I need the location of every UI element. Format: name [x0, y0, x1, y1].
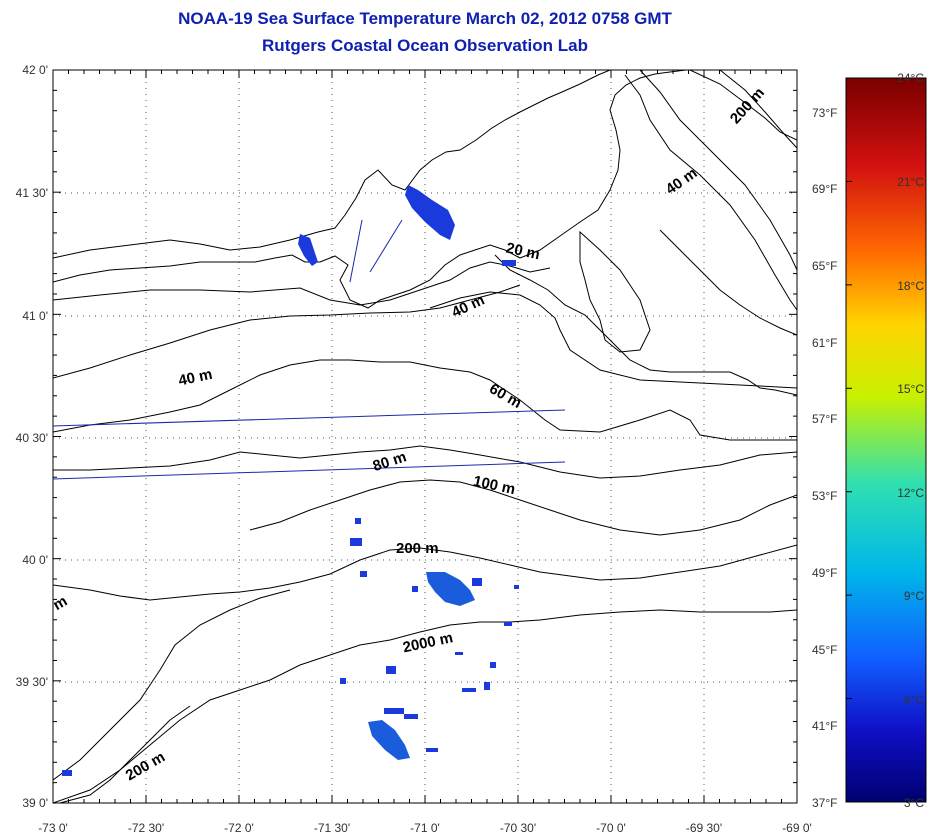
contour-deep: [59, 705, 191, 803]
lon-label: -69 0': [782, 821, 812, 835]
sst-patch-offshore-b: [368, 720, 410, 760]
fahrenheit-labels: 73°F 69°F 65°F 61°F 57°F 53°F 49°F 45°F …: [812, 106, 837, 810]
c-label: 18°C: [897, 279, 924, 293]
coastline-long-island: [53, 244, 521, 309]
lat-label: 40 0': [22, 553, 48, 567]
f-label: 45°F: [812, 643, 837, 657]
frame-ticks: [52, 69, 798, 804]
lon-labels: -73 0' -72 30' -72 0' -71 30' -71 0' -70…: [38, 821, 812, 835]
graticule: [53, 70, 797, 803]
lat-label: 42 0': [22, 63, 48, 77]
f-label: 73°F: [812, 106, 837, 120]
f-label: 53°F: [812, 489, 837, 503]
c-label: 9°C: [904, 589, 924, 603]
f-label: 49°F: [812, 566, 837, 580]
lat-label: 39 30': [16, 675, 48, 689]
contour-100m: [249, 479, 797, 536]
coastline-north: [53, 70, 611, 259]
contour-80m: [53, 445, 797, 479]
colorbar-ticks: [846, 77, 852, 803]
island-block: [579, 230, 651, 353]
map-title: NOAA-19 Sea Surface Temperature March 02…: [178, 9, 672, 28]
c-label: 3°C: [904, 796, 924, 810]
lon-label: -73 0': [38, 821, 68, 835]
contour-label-20m: 20 m: [504, 240, 541, 264]
f-label: 61°F: [812, 336, 837, 350]
coastline-cape-outer: [689, 70, 797, 141]
c-label: 15°C: [897, 382, 924, 396]
contour-label-200m: 200 m: [396, 540, 439, 557]
f-label: 69°F: [812, 182, 837, 196]
track-line-3: [349, 219, 363, 283]
sst-patch-offshore-a: [426, 572, 475, 606]
sst-patch-ct: [298, 234, 318, 266]
track-line-2: [53, 461, 566, 480]
track-line-1: [53, 409, 566, 427]
lat-labels: 42 0' 41 30' 41 0' 40 30' 40 0' 39 30' 3…: [16, 63, 48, 810]
map-subtitle: Rutgers Coastal Ocean Observation Lab: [262, 36, 588, 55]
lon-label: -69 30': [686, 821, 722, 835]
contour-2000m: [53, 609, 797, 803]
lat-label: 40 30': [16, 431, 48, 445]
lon-label: -71 0': [410, 821, 440, 835]
contour-label-40m-b: 40 m: [177, 366, 214, 390]
c-label: 24°C: [897, 71, 924, 85]
c-label: 21°C: [897, 175, 924, 189]
contour-200m-ne: [719, 70, 797, 149]
sst-pixels: [62, 185, 519, 776]
sst-patch-narragansett: [405, 185, 455, 240]
f-label: 41°F: [812, 719, 837, 733]
track-line-4: [369, 219, 403, 273]
c-label: 6°C: [904, 693, 924, 707]
contour-40m-ne2: [639, 70, 797, 271]
f-label: 65°F: [812, 259, 837, 273]
islands-outline: [494, 254, 797, 396]
contour-60m: [53, 359, 797, 441]
contour-40m-ne: [624, 74, 797, 311]
lat-label: 39 0': [22, 796, 48, 810]
f-label: 57°F: [812, 412, 837, 426]
celsius-labels: 24°C 21°C 18°C 15°C 12°C 9°C 6°C 3°C: [897, 71, 924, 810]
lat-label: 41 30': [16, 186, 48, 200]
coastline-cape-cod: [519, 70, 687, 259]
lon-label: -70 30': [500, 821, 536, 835]
colorbar: [845, 77, 927, 803]
contour-40m-a: [53, 284, 521, 379]
nantucket-shoals: [659, 229, 797, 336]
contour-200m: [53, 544, 797, 601]
lon-label: -72 0': [224, 821, 254, 835]
lon-label: -71 30': [314, 821, 350, 835]
contour-40m-b: [429, 291, 797, 389]
f-label: 37°F: [812, 796, 837, 810]
lon-label: -70 0': [596, 821, 626, 835]
c-label: 12°C: [897, 486, 924, 500]
lat-label: 41 0': [22, 309, 48, 323]
contour-200m-sw: [53, 589, 291, 781]
contour-20m: [53, 261, 551, 306]
lon-label: -72 30': [128, 821, 164, 835]
